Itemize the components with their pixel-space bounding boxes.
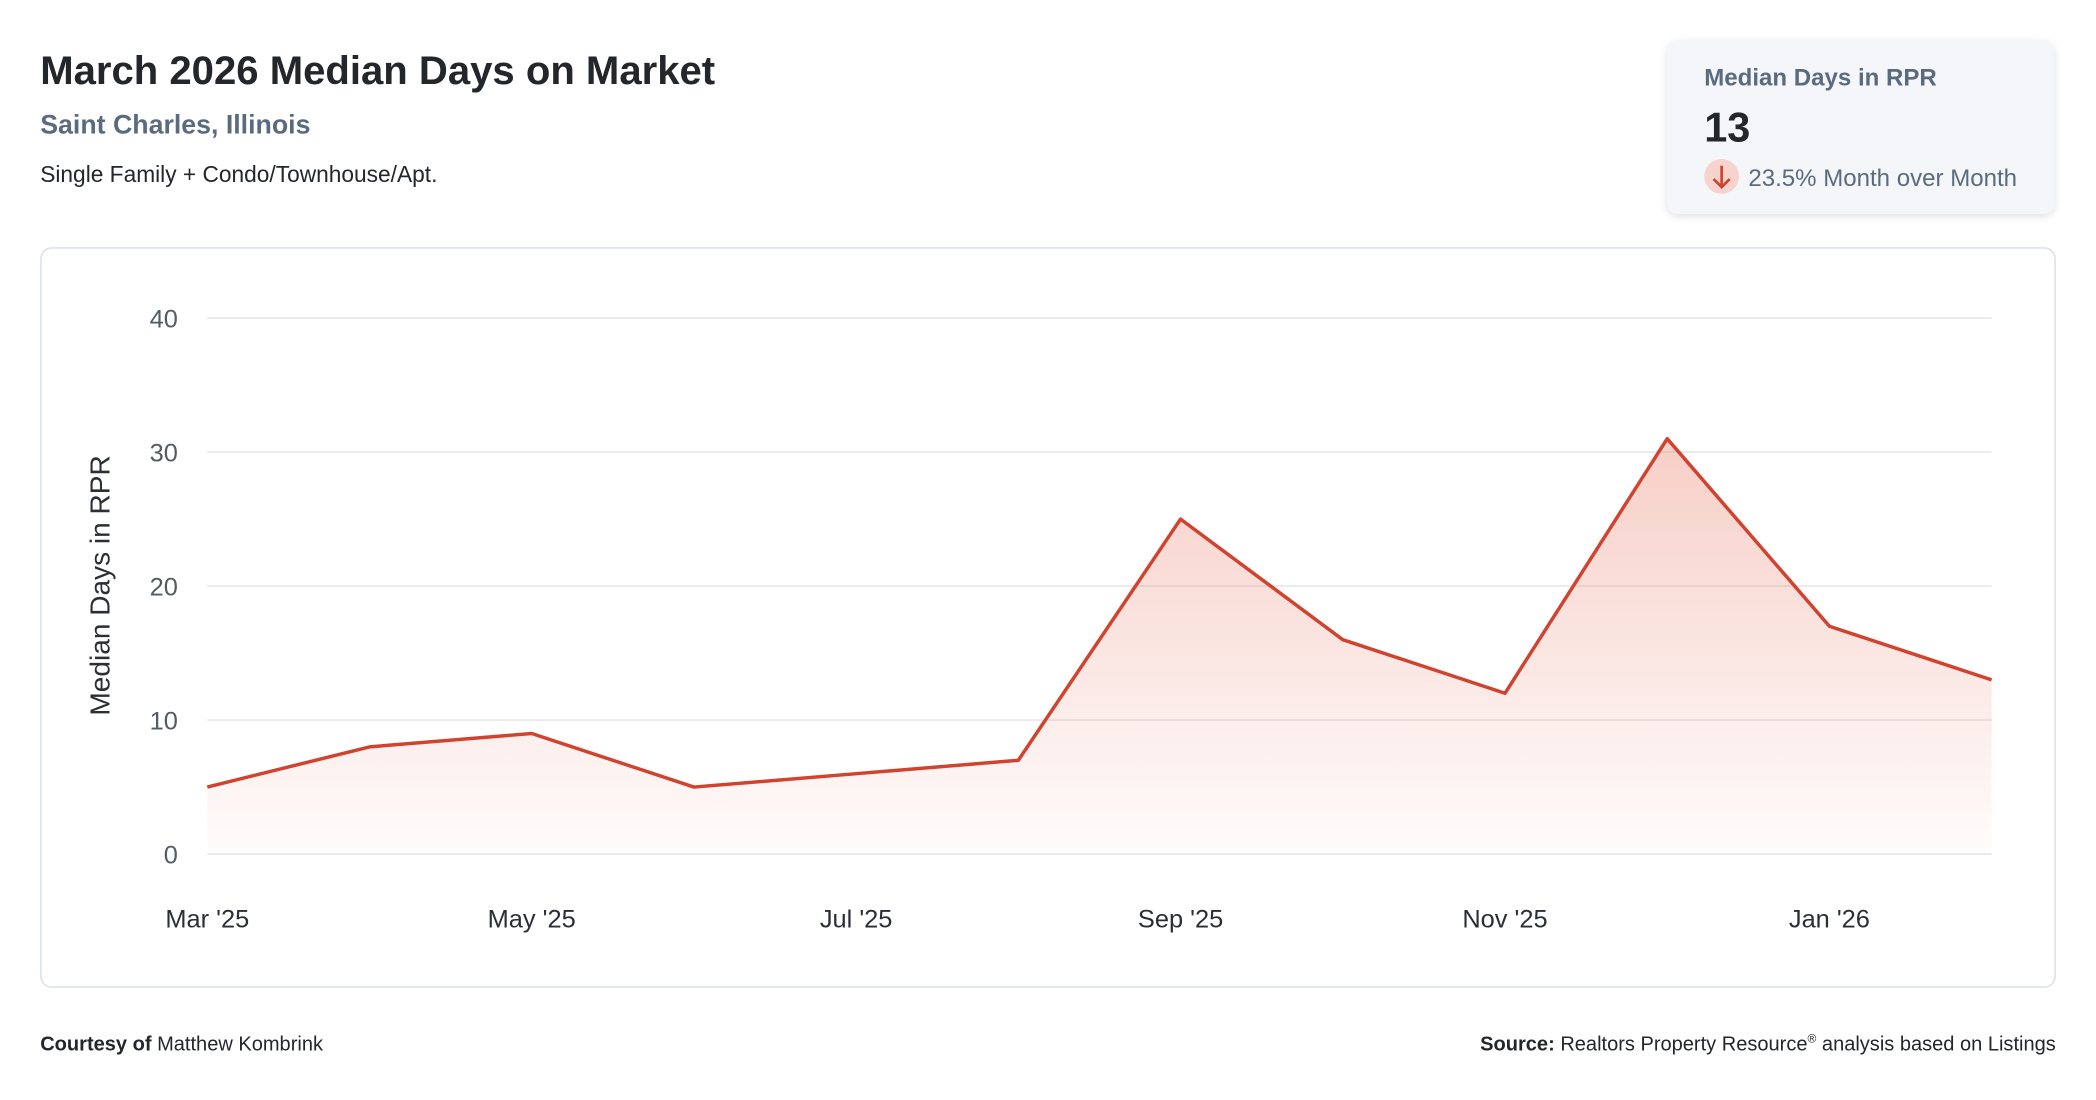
area	[207, 438, 1992, 855]
courtesy: Courtesy of Matthew Kombrink	[40, 1034, 324, 1056]
kpi-value: 13	[1704, 104, 1750, 151]
subtitle: Saint Charles, Illinois	[40, 110, 310, 140]
kpi-card	[1666, 40, 2055, 214]
down-arrow	[1712, 165, 1731, 190]
line	[206, 436, 1993, 789]
kpi-change: 23.5% Month over Month	[1748, 165, 2017, 192]
y-tick-label: 10	[150, 707, 178, 735]
y-tick-label: 20	[150, 573, 178, 601]
x-tick-label: Nov '25	[1462, 906, 1547, 934]
source: Source: Realtors Property Resource® anal…	[1480, 1026, 2056, 1056]
y-tick-label: 40	[150, 305, 178, 333]
courtesy-label: Courtesy of	[40, 1034, 152, 1056]
source-mark: ®	[1807, 1032, 1816, 1046]
x-tick-label: Jul '25	[820, 906, 893, 934]
y-tick-label: 30	[150, 439, 178, 467]
courtesy-name: Matthew Kombrink	[157, 1034, 324, 1056]
x-tick-label: Mar '25	[165, 906, 249, 934]
plot: 0 10 20 30 40 Mar '25 May '25 Jul '25 Sep '25 Nov…	[150, 305, 1993, 934]
title: March 2026 Median Days on Market	[40, 49, 715, 93]
source-label: Source:	[1480, 1034, 1555, 1056]
y-tick-label: 0	[164, 841, 178, 869]
y-axis-label: Median Days in RPR	[85, 455, 116, 715]
source-rest: analysis based on Listings	[1822, 1034, 2056, 1056]
kpi-label: Median Days in RPR	[1704, 65, 1937, 92]
x-tick-label: May '25	[488, 906, 576, 934]
x-tick-label: Sep '25	[1138, 906, 1223, 934]
x-tick-label: Jan '26	[1789, 906, 1870, 934]
source-name: Realtors Property Resource	[1560, 1034, 1807, 1056]
description: Single Family + Condo/Townhouse/Apt.	[40, 161, 437, 187]
